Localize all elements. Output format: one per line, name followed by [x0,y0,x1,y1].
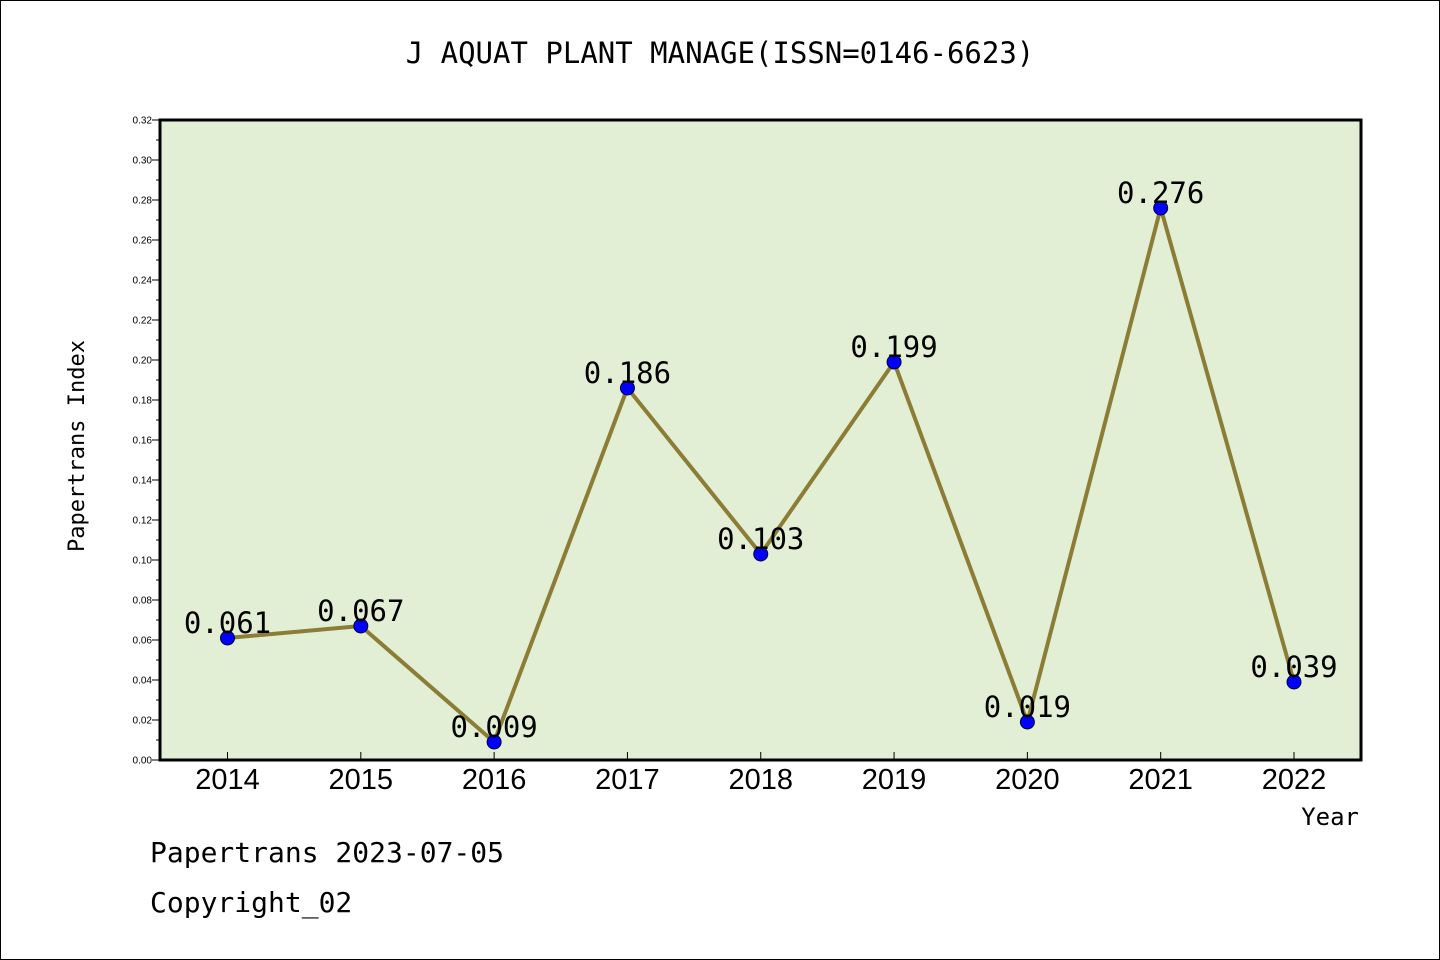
data-point [619,380,635,396]
data-point [1153,200,1169,216]
x-tick-label: 2019 [862,764,927,796]
data-point [886,354,902,370]
x-tick-label: 2018 [728,764,793,796]
data-point [353,618,369,634]
x-tick-label: 2020 [995,764,1060,796]
data-point [220,630,235,646]
x-tick-label: 2014 [195,764,260,796]
y-tick-label: 0.26 [133,236,153,247]
y-tick-label: 0.06 [133,636,153,647]
x-axis-label: Year [1301,803,1359,831]
y-tick-label: 0.02 [133,716,153,727]
y-tick-label: 0.12 [133,516,153,527]
y-tick-label: 0.14 [133,476,153,487]
data-label: 0.067 [317,594,404,628]
data-label: 0.061 [184,606,271,640]
data-label: 0.276 [1117,176,1204,210]
x-tick-label: 2022 [1262,764,1327,796]
footer-date: Papertrans 2023-07-05 [150,836,505,869]
y-tick-label: 0.18 [133,396,153,407]
y-tick-label: 0.16 [133,436,153,447]
data-labels: 0.061 0.067 0.009 0.186 0.103 0.199 0.019 0.276… [184,176,1338,744]
data-point [486,734,502,750]
data-label: 0.103 [717,522,804,556]
y-tick-label: 0.30 [133,156,153,167]
data-label: 0.019 [984,690,1071,724]
y-tick-label: 0.32 [133,116,153,127]
footer-copyright: Copyright_02 [150,886,353,919]
x-tick-label: 2017 [595,764,660,796]
y-tick-label: 0.20 [133,356,153,367]
data-point [1019,714,1035,730]
y-tick-label: 0.28 [133,196,153,207]
chart-title: J AQUAT PLANT MANAGE(ISSN=0146-6623) [405,36,1035,70]
data-label: 0.039 [1250,650,1337,684]
x-tick-label: 2015 [329,764,394,796]
y-tick-label: 0.08 [133,596,153,607]
data-point [1286,674,1302,690]
y-axis-label: Papertrans Index [65,340,90,552]
x-tick-label: 2021 [1128,764,1193,796]
y-tick-label: 0.04 [133,676,153,687]
y-tick-label: 0.22 [133,316,153,327]
plot-border [158,118,1363,762]
data-label: 0.186 [584,356,671,390]
data-point [753,546,769,562]
y-axis-ticks: 0.00 0.02 0.04 0.06 0.08 0.10 0.12 0.14 0.16 0.18… [133,116,160,767]
plot-area [160,120,1361,760]
data-label: 0.009 [450,710,537,744]
y-tick-label: 0.24 [133,276,153,287]
x-tick-label: 2016 [462,764,527,796]
y-tick-label: 0.10 [133,556,153,567]
data-label: 0.199 [850,330,937,364]
y-tick-label: 0.00 [133,756,153,767]
series-markers [220,200,1302,750]
x-axis-ticks: 2014 2015 2016 2017 2018 2019 2020 2021 2022 [195,752,1326,796]
